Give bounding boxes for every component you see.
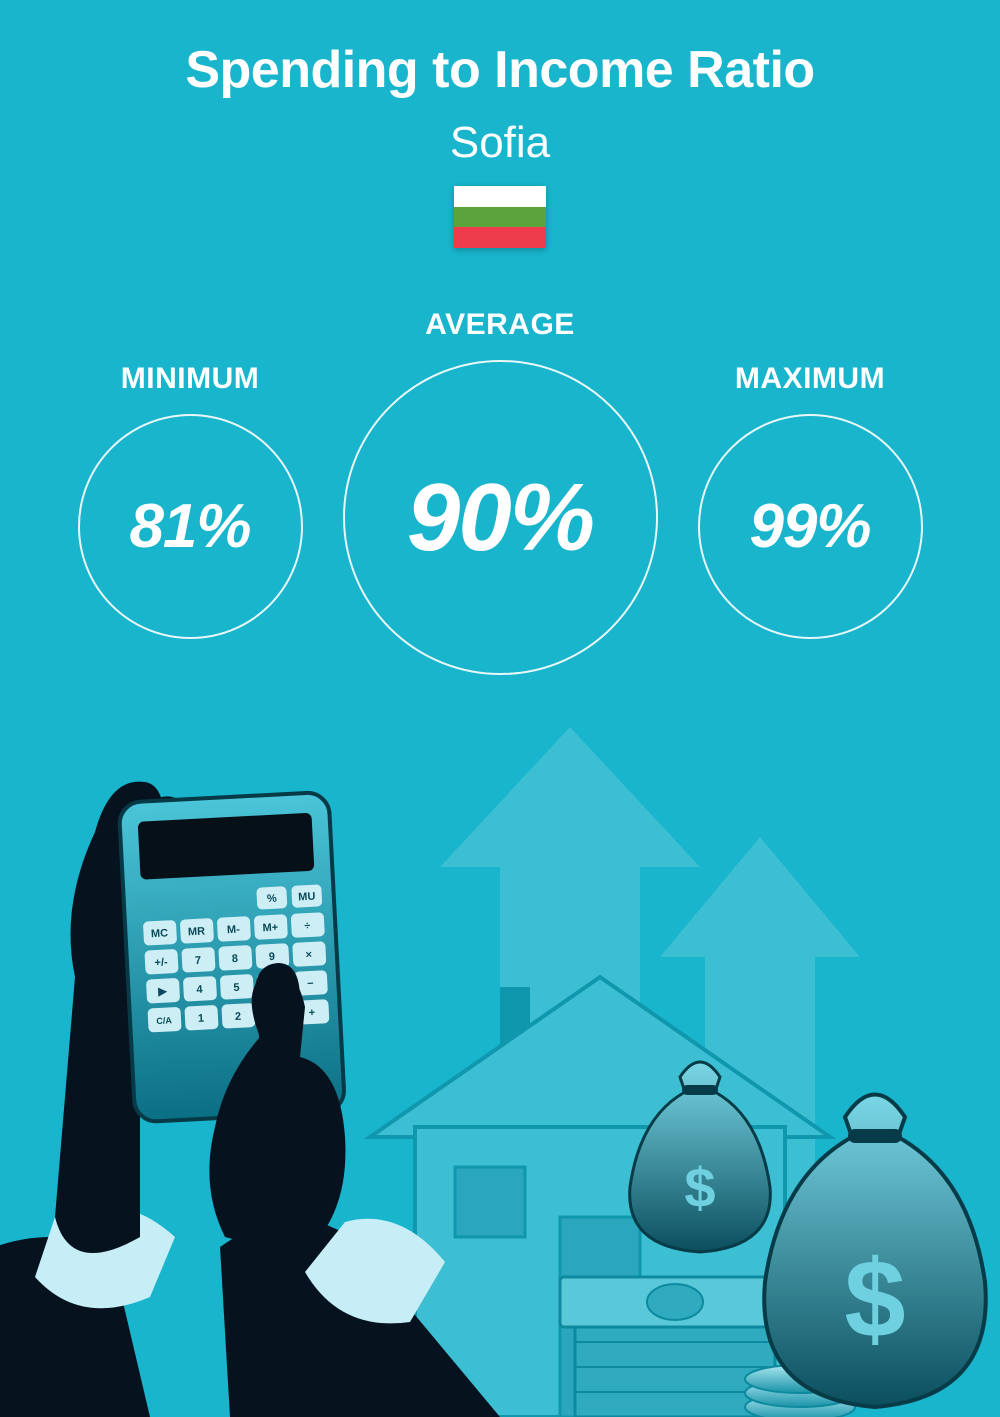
- flag-stripe-mid: [454, 207, 546, 228]
- svg-text:1: 1: [198, 1013, 205, 1025]
- stat-average-label: AVERAGE: [425, 308, 575, 342]
- right-hand-icon: [209, 963, 345, 1257]
- svg-text:C/A: C/A: [156, 1015, 173, 1026]
- left-finger-icon: [150, 796, 195, 907]
- svg-text:$: $: [684, 1156, 715, 1219]
- flag-stripe-top: [454, 186, 546, 207]
- stat-average: AVERAGE 90%: [343, 308, 658, 675]
- stat-average-value: 90%: [407, 463, 593, 573]
- svg-text:MU: MU: [298, 891, 316, 904]
- svg-text:×: ×: [305, 949, 312, 961]
- svg-text:8: 8: [232, 953, 239, 965]
- left-hand-icon: [55, 782, 165, 1253]
- svg-text:4: 4: [196, 984, 204, 996]
- left-arm-icon: [0, 1206, 175, 1417]
- svg-text:$: $: [844, 1238, 905, 1361]
- stat-maximum-circle: 99%: [698, 414, 923, 639]
- svg-text:3: 3: [272, 1009, 279, 1021]
- coins-icon: [745, 1365, 855, 1417]
- cash-stack-icon: [560, 1277, 790, 1417]
- svg-text:+/-: +/-: [154, 956, 168, 969]
- stats-row: MINIMUM 81% AVERAGE 90% MAXIMUM 99%: [0, 308, 1000, 675]
- stat-minimum-circle: 81%: [78, 414, 303, 639]
- flag-icon: [454, 186, 546, 248]
- svg-text:6: 6: [270, 980, 277, 992]
- svg-text:÷: ÷: [304, 920, 311, 932]
- stat-minimum-label: MINIMUM: [121, 362, 259, 396]
- svg-text:+: +: [308, 1007, 315, 1019]
- page-title: Spending to Income Ratio: [0, 40, 1000, 100]
- finance-illustration: $ $ % MU MC MR M-: [0, 717, 1000, 1417]
- stat-average-circle: 90%: [343, 360, 658, 675]
- house-icon: [370, 977, 830, 1417]
- svg-text:MR: MR: [188, 925, 206, 938]
- svg-text:9: 9: [269, 951, 276, 963]
- arrows-icon: [440, 727, 860, 1417]
- svg-text:5: 5: [233, 982, 240, 994]
- right-arm-icon: [220, 1219, 500, 1417]
- svg-text:−: −: [307, 978, 314, 990]
- stat-maximum-label: MAXIMUM: [735, 362, 885, 396]
- calculator-icon: % MU MC MR M- M+ ÷ +/- 7 8 9 × ▶: [119, 792, 345, 1123]
- stat-maximum-value: 99%: [749, 491, 870, 562]
- stat-minimum-value: 81%: [129, 491, 250, 562]
- svg-text:▶: ▶: [157, 986, 168, 999]
- flag-stripe-bot: [454, 227, 546, 248]
- svg-text:2: 2: [235, 1011, 242, 1023]
- moneybag-large-icon: $: [764, 1095, 986, 1408]
- svg-text:M+: M+: [262, 922, 278, 935]
- city-name: Sofia: [0, 118, 1000, 168]
- svg-text:M-: M-: [227, 924, 241, 937]
- stat-maximum: MAXIMUM 99%: [698, 362, 923, 639]
- moneybag-small-icon: $: [630, 1062, 771, 1252]
- svg-text:%: %: [267, 893, 278, 906]
- stat-minimum: MINIMUM 81%: [78, 362, 303, 639]
- svg-text:7: 7: [195, 955, 202, 967]
- svg-text:MC: MC: [151, 927, 169, 940]
